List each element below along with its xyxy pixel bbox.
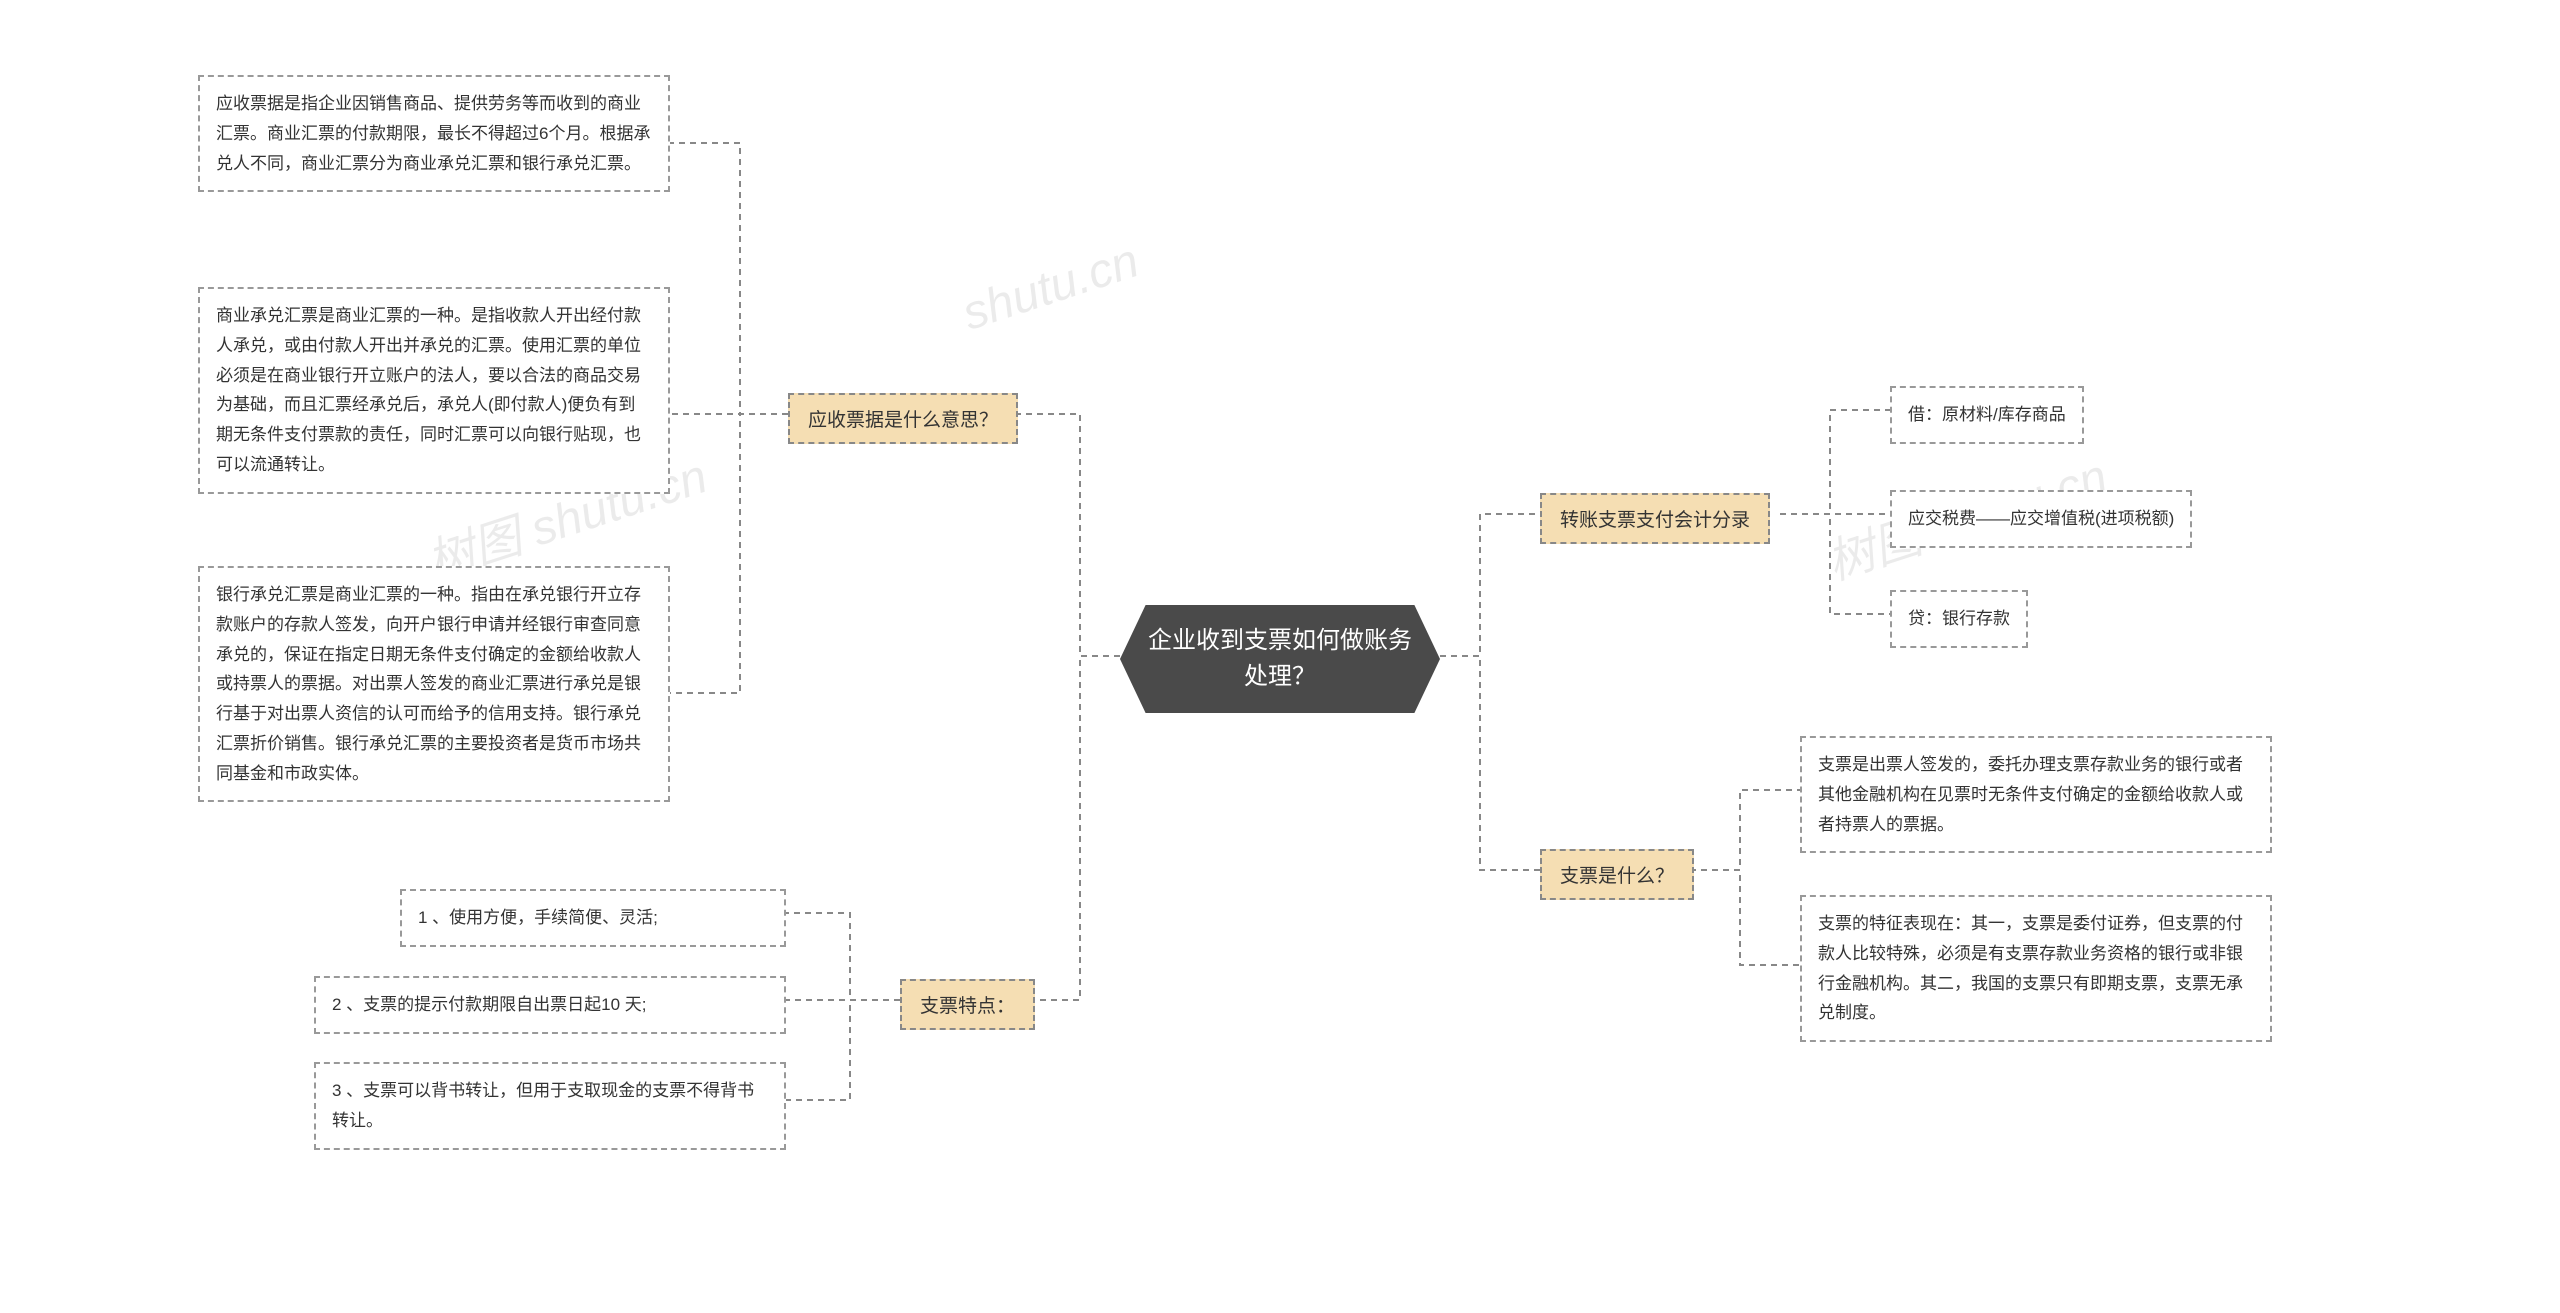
leaf-l1c: 银行承兑汇票是商业汇票的一种。指由在承兑银行开立存款账户的存款人签发，向开户银行… bbox=[198, 566, 670, 802]
leaf-l1b: 商业承兑汇票是商业汇票的一种。是指收款人开出经付款人承兑，或由付款人开出并承兑的… bbox=[198, 287, 670, 494]
topic-label: 转账支票支付会计分录 bbox=[1560, 510, 1750, 531]
leaf-text: 2 、支票的提示付款期限自出票日起10 天; bbox=[332, 995, 647, 1014]
leaf-r1b: 应交税费——应交增值税(进项税额) bbox=[1890, 490, 2192, 548]
leaf-r1c: 贷：银行存款 bbox=[1890, 590, 2028, 648]
topic-label: 支票是什么？ bbox=[1560, 866, 1674, 887]
leaf-text: 支票是出票人签发的，委托办理支票存款业务的银行或者其他金融机构在见票时无条件支付… bbox=[1818, 755, 2243, 834]
leaf-text: 3 、支票可以背书转让，但用于支取现金的支票不得背书转让。 bbox=[332, 1081, 754, 1130]
leaf-r1a: 借：原材料/库存商品 bbox=[1890, 386, 2084, 444]
leaf-l2a: 1 、使用方便，手续简便、灵活; bbox=[400, 889, 786, 947]
topic-right-what-is-check: 支票是什么？ bbox=[1540, 849, 1694, 900]
leaf-text: 银行承兑汇票是商业汇票的一种。指由在承兑银行开立存款账户的存款人签发，向开户银行… bbox=[216, 585, 641, 783]
leaf-text: 应收票据是指企业因销售商品、提供劳务等而收到的商业汇票。商业汇票的付款期限，最长… bbox=[216, 94, 650, 173]
leaf-l1a: 应收票据是指企业因销售商品、提供劳务等而收到的商业汇票。商业汇票的付款期限，最长… bbox=[198, 75, 670, 192]
center-text: 企业收到支票如何做账务 处理？ bbox=[1148, 627, 1412, 690]
topic-label: 支票特点： bbox=[920, 996, 1015, 1017]
leaf-text: 应交税费——应交增值税(进项税额) bbox=[1908, 509, 2174, 528]
leaf-text: 1 、使用方便，手续简便、灵活; bbox=[418, 908, 658, 927]
leaf-r2b: 支票的特征表现在：其一，支票是委付证券，但支票的付款人比较特殊，必须是有支票存款… bbox=[1800, 895, 2272, 1042]
topic-right-journal-entry: 转账支票支付会计分录 bbox=[1540, 493, 1770, 544]
leaf-text: 支票的特征表现在：其一，支票是委付证券，但支票的付款人比较特殊，必须是有支票存款… bbox=[1818, 914, 2243, 1022]
leaf-text: 借：原材料/库存商品 bbox=[1908, 405, 2066, 424]
leaf-text: 商业承兑汇票是商业汇票的一种。是指收款人开出经付款人承兑，或由付款人开出并承兑的… bbox=[216, 306, 641, 474]
leaf-l2b: 2 、支票的提示付款期限自出票日起10 天; bbox=[314, 976, 786, 1034]
topic-label: 应收票据是什么意思？ bbox=[808, 410, 998, 431]
center-node: 企业收到支票如何做账务 处理？ bbox=[1120, 605, 1440, 713]
leaf-text: 贷：银行存款 bbox=[1908, 609, 2010, 628]
leaf-r2a: 支票是出票人签发的，委托办理支票存款业务的银行或者其他金融机构在见票时无条件支付… bbox=[1800, 736, 2272, 853]
watermark: shutu.cn bbox=[956, 233, 1146, 341]
leaf-l2c: 3 、支票可以背书转让，但用于支取现金的支票不得背书转让。 bbox=[314, 1062, 786, 1150]
topic-left-notes-receivable: 应收票据是什么意思？ bbox=[788, 393, 1018, 444]
topic-left-check-features: 支票特点： bbox=[900, 979, 1035, 1030]
